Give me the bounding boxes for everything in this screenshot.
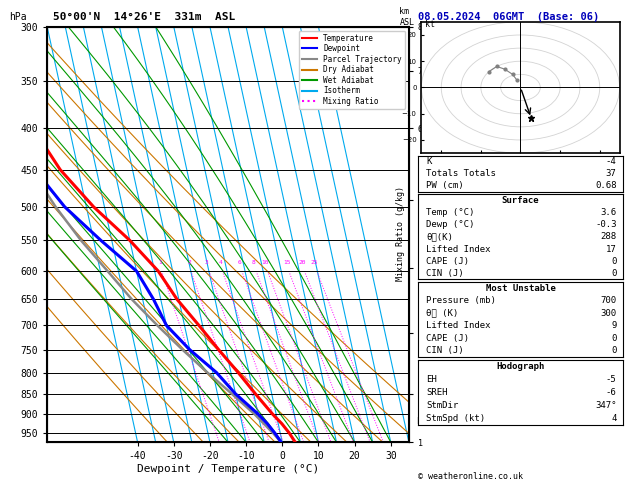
Text: 08.05.2024  06GMT  (Base: 06): 08.05.2024 06GMT (Base: 06) <box>418 12 599 22</box>
Text: 8: 8 <box>252 260 256 265</box>
Text: 347°: 347° <box>595 401 616 410</box>
Text: 10: 10 <box>262 260 269 265</box>
Text: hPa: hPa <box>9 12 27 22</box>
Text: km
ASL: km ASL <box>399 7 415 27</box>
Text: Mixing Ratio (g/kg): Mixing Ratio (g/kg) <box>396 186 404 281</box>
Text: 700: 700 <box>601 296 616 305</box>
Text: EH: EH <box>426 375 437 384</box>
Text: 4: 4 <box>218 260 222 265</box>
Text: CIN (J): CIN (J) <box>426 347 464 355</box>
Text: CAPE (J): CAPE (J) <box>426 334 469 343</box>
Text: 6: 6 <box>238 260 242 265</box>
Text: 9: 9 <box>611 321 616 330</box>
Text: 37: 37 <box>606 169 616 178</box>
Text: 288: 288 <box>601 232 616 242</box>
Text: 4: 4 <box>611 414 616 423</box>
Text: kt: kt <box>425 20 435 29</box>
Text: 0: 0 <box>611 334 616 343</box>
Text: 0: 0 <box>611 257 616 266</box>
Text: Totals Totals: Totals Totals <box>426 169 496 178</box>
Text: 2: 2 <box>187 260 191 265</box>
Text: 0.68: 0.68 <box>595 181 616 191</box>
Text: 300: 300 <box>601 309 616 318</box>
Legend: Temperature, Dewpoint, Parcel Trajectory, Dry Adiabat, Wet Adiabat, Isotherm, Mi: Temperature, Dewpoint, Parcel Trajectory… <box>299 31 405 109</box>
Text: 50°00'N  14°26'E  331m  ASL: 50°00'N 14°26'E 331m ASL <box>53 12 236 22</box>
Text: θᴇ(K): θᴇ(K) <box>426 232 454 242</box>
Text: 15: 15 <box>283 260 291 265</box>
Text: 25: 25 <box>311 260 318 265</box>
Text: θᴇ (K): θᴇ (K) <box>426 309 459 318</box>
Text: 3: 3 <box>205 260 209 265</box>
X-axis label: Dewpoint / Temperature (°C): Dewpoint / Temperature (°C) <box>137 464 319 474</box>
Text: SREH: SREH <box>426 388 448 397</box>
Text: Lifted Index: Lifted Index <box>426 321 491 330</box>
Text: Dewp (°C): Dewp (°C) <box>426 220 475 229</box>
Text: Pressure (mb): Pressure (mb) <box>426 296 496 305</box>
Text: Lifted Index: Lifted Index <box>426 244 491 254</box>
Text: Surface: Surface <box>502 196 539 205</box>
Text: 0: 0 <box>611 347 616 355</box>
Text: 20: 20 <box>299 260 306 265</box>
Text: Hodograph: Hodograph <box>496 362 545 371</box>
Text: 17: 17 <box>606 244 616 254</box>
Text: 3.6: 3.6 <box>601 208 616 217</box>
Text: -4: -4 <box>606 157 616 166</box>
Text: © weatheronline.co.uk: © weatheronline.co.uk <box>418 472 523 481</box>
Text: StmDir: StmDir <box>426 401 459 410</box>
Text: PW (cm): PW (cm) <box>426 181 464 191</box>
Text: CIN (J): CIN (J) <box>426 269 464 278</box>
Text: -6: -6 <box>606 388 616 397</box>
Text: CAPE (J): CAPE (J) <box>426 257 469 266</box>
Text: StmSpd (kt): StmSpd (kt) <box>426 414 486 423</box>
Text: LCL: LCL <box>416 417 431 426</box>
Text: -5: -5 <box>606 375 616 384</box>
Text: 1: 1 <box>158 260 162 265</box>
Text: Most Unstable: Most Unstable <box>486 284 555 293</box>
Text: 0: 0 <box>611 269 616 278</box>
Text: -0.3: -0.3 <box>595 220 616 229</box>
Text: K: K <box>426 157 432 166</box>
Text: Temp (°C): Temp (°C) <box>426 208 475 217</box>
